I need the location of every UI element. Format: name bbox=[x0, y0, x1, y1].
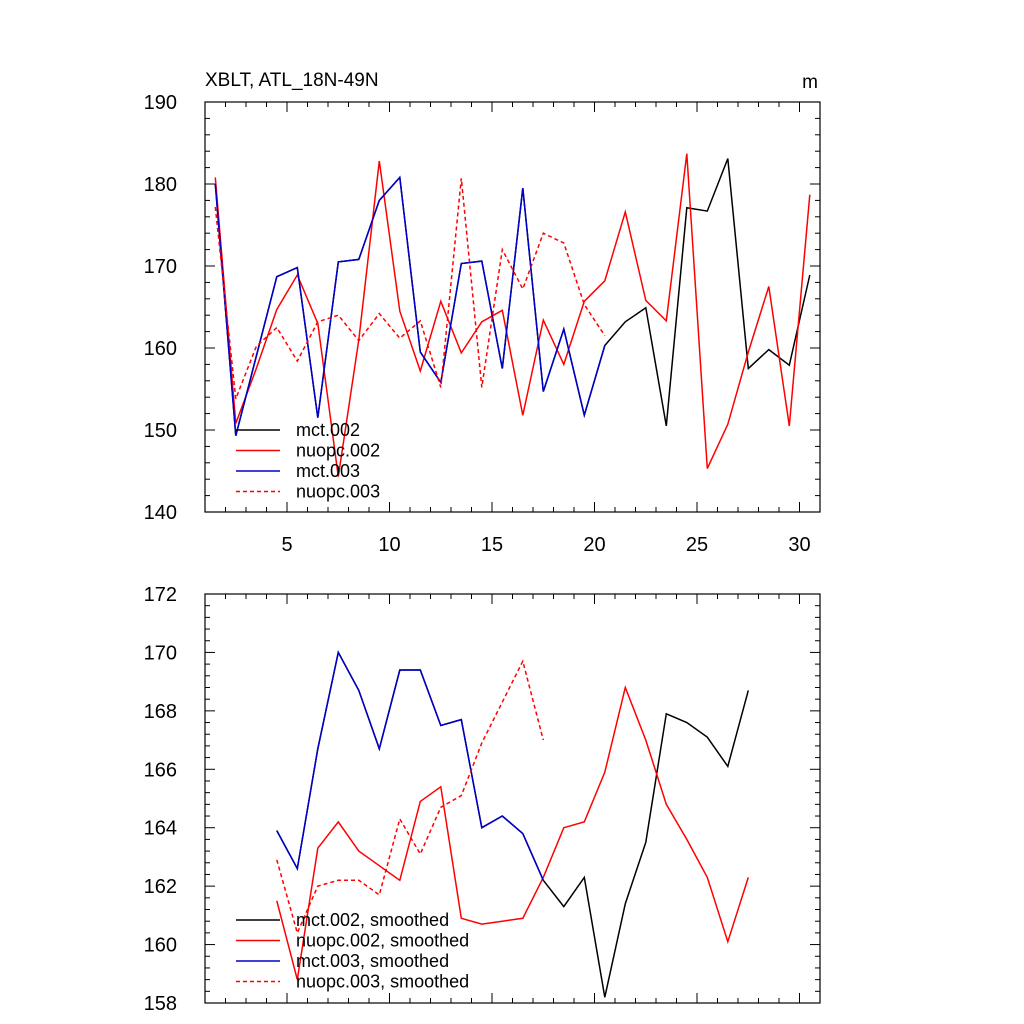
y-tick-label: 180 bbox=[144, 174, 177, 196]
series-line-mct-003-smoothed bbox=[276, 650, 544, 881]
legend-label: nuopc.003, smoothed bbox=[296, 972, 469, 992]
legend-label: nuopc.002, smoothed bbox=[296, 931, 469, 951]
legend-label: mct.003 bbox=[296, 461, 360, 481]
legend-label: nuopc.002 bbox=[296, 441, 380, 461]
series-group bbox=[276, 650, 750, 998]
x-tick-label: 15 bbox=[481, 534, 503, 556]
y-tick-label: 162 bbox=[144, 876, 177, 898]
y-tick-label: 140 bbox=[144, 502, 177, 524]
series-line-nuopc-003 bbox=[214, 178, 606, 400]
bottom-panel: 158 160 162 164 166 168 170 172 mct.002, smoothe… bbox=[144, 584, 821, 1015]
series-line-nuopc-002-smoothed bbox=[276, 685, 750, 980]
x-tick-label: 25 bbox=[686, 534, 708, 556]
top-panel: 5 10 15 20 25 30 140 150 160 170 180 190 XBLT, ATL_1… bbox=[144, 70, 821, 556]
y-tick-label: 166 bbox=[144, 759, 177, 781]
y-tick-label: 172 bbox=[144, 584, 177, 606]
series-line-mct-002 bbox=[214, 158, 811, 436]
y-tick-label: 158 bbox=[144, 993, 177, 1015]
x-tick-label: 10 bbox=[378, 534, 400, 556]
y-tick-label: 170 bbox=[144, 256, 177, 278]
x-tick-label: 5 bbox=[281, 534, 292, 556]
y-tick-label: 164 bbox=[144, 818, 177, 840]
legend-label: mct.003, smoothed bbox=[296, 951, 449, 971]
units-label: m bbox=[802, 72, 818, 93]
series-line-nuopc-002 bbox=[214, 153, 811, 477]
series-line-nuopc-003-smoothed bbox=[276, 659, 545, 936]
legend-label: nuopc.003 bbox=[296, 482, 380, 502]
x-tick-label: 20 bbox=[583, 534, 605, 556]
y-tick-label: 190 bbox=[144, 92, 177, 114]
y-tick-label: 160 bbox=[144, 338, 177, 360]
chart-title: XBLT, ATL_18N-49N bbox=[205, 70, 379, 91]
y-tick-label: 168 bbox=[144, 701, 177, 723]
legend-label: mct.002, smoothed bbox=[296, 910, 449, 930]
series-group bbox=[214, 153, 811, 477]
y-tick-label: 150 bbox=[144, 420, 177, 442]
x-tick-label: 30 bbox=[788, 534, 810, 556]
series-line-mct-003 bbox=[214, 175, 606, 436]
legend-label: mct.002 bbox=[296, 420, 360, 440]
y-tick-label: 160 bbox=[144, 935, 177, 957]
y-tick-label: 170 bbox=[144, 642, 177, 664]
